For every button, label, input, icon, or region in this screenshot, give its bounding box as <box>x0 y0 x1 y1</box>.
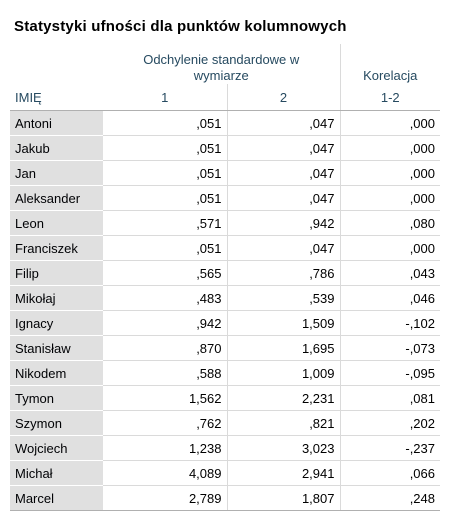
value-cell: ,046 <box>339 285 440 311</box>
row-label: Marcel <box>10 485 103 511</box>
table-row: Mikołaj ,483,539,046 <box>10 285 440 311</box>
value-cell: ,080 <box>339 210 440 236</box>
value-cell: ,762 <box>103 410 227 436</box>
value-cell: 1,562 <box>103 385 227 411</box>
value-cell: ,942 <box>226 210 340 236</box>
value-cell: ,942 <box>103 310 227 336</box>
value-cell: 4,089 <box>103 460 227 486</box>
value-cell: 1,807 <box>226 485 340 511</box>
table-row: Antoni ,051,047,000 <box>10 110 440 136</box>
value-cell: ,000 <box>339 185 440 211</box>
row-label: Stanisław <box>10 335 103 361</box>
value-cell: ,047 <box>226 160 340 186</box>
value-cell: ,786 <box>226 260 340 286</box>
table-row: Stanisław ,870 1,695 -,073 <box>10 335 440 361</box>
table-row: Tymon 1,562 2,231,081 <box>10 385 440 411</box>
row-label: Wojciech <box>10 435 103 461</box>
row-label: Jan <box>10 160 103 186</box>
table-row: Nikodem ,588 1,009 -,095 <box>10 360 440 386</box>
table-row: Michał 4,089 2,941,066 <box>10 460 440 486</box>
row-label: Aleksander <box>10 185 103 211</box>
value-cell: 1,009 <box>226 360 340 386</box>
value-cell: ,066 <box>339 460 440 486</box>
value-cell: ,202 <box>339 410 440 436</box>
value-cell: ,483 <box>103 285 227 311</box>
table-row: Aleksander ,051,047,000 <box>10 185 440 211</box>
value-cell: ,051 <box>103 185 227 211</box>
table-row: Filip ,565,786,043 <box>10 260 440 286</box>
row-label: Ignacy <box>10 310 103 336</box>
row-label: Mikołaj <box>10 285 103 311</box>
group-header: Odchylenie standardowe w wymiarze <box>143 52 300 83</box>
value-cell: ,870 <box>103 335 227 361</box>
value-cell: ,047 <box>226 135 340 161</box>
value-cell: ,571 <box>103 210 227 236</box>
table-row: Jan ,051,047,000 <box>10 160 440 186</box>
table-row: Jakub ,051,047,000 <box>10 135 440 161</box>
table-body: Antoni ,051,047,000 Jakub ,051,047,000 Jan ,0… <box>10 110 440 511</box>
table-title: Statystyki ufności dla punktów kolumnowy… <box>14 18 347 35</box>
column-header: IMIĘ <box>10 84 103 111</box>
value-cell: 2,789 <box>103 485 227 511</box>
value-cell: ,565 <box>103 260 227 286</box>
value-cell: ,051 <box>103 160 227 186</box>
value-cell: 2,231 <box>226 385 340 411</box>
column-header: 1 <box>103 84 227 111</box>
row-label: Filip <box>10 260 103 286</box>
table-row: Ignacy ,942 1,509 -,102 <box>10 310 440 336</box>
value-cell: ,081 <box>339 385 440 411</box>
row-label: Leon <box>10 210 103 236</box>
row-label: Franciszek <box>10 235 103 261</box>
value-cell: 3,023 <box>226 435 340 461</box>
table-row: Leon ,571,942,080 <box>10 210 440 236</box>
value-cell: ,000 <box>339 235 440 261</box>
value-cell: ,047 <box>226 110 340 136</box>
value-cell: ,047 <box>226 235 340 261</box>
value-cell: 2,941 <box>226 460 340 486</box>
row-label: Nikodem <box>10 360 103 386</box>
value-cell: ,248 <box>339 485 440 511</box>
value-cell: ,000 <box>339 135 440 161</box>
value-cell: ,000 <box>339 160 440 186</box>
header-cell <box>10 44 103 84</box>
table-row: Franciszek ,051,047,000 <box>10 235 440 261</box>
header-row: IMIĘ 1 2 1-2 <box>10 84 440 111</box>
table-row: Szymon ,762,821,202 <box>10 410 440 436</box>
value-cell: ,051 <box>103 135 227 161</box>
header-row: Odchylenie standardowe w wymiarze Korela… <box>10 44 440 84</box>
corr-header: Korelacja <box>339 44 440 84</box>
value-cell: 1,695 <box>226 335 340 361</box>
value-cell: ,043 <box>339 260 440 286</box>
row-label: Antoni <box>10 110 103 136</box>
row-label: Michał <box>10 460 103 486</box>
value-cell: 1,509 <box>226 310 340 336</box>
value-cell: -,102 <box>339 310 440 336</box>
column-header: 2 <box>226 84 340 111</box>
row-label: Tymon <box>10 385 103 411</box>
row-label: Szymon <box>10 410 103 436</box>
value-cell: ,051 <box>103 235 227 261</box>
table-row: Marcel 2,789 1,807,248 <box>10 485 440 511</box>
value-cell: ,588 <box>103 360 227 386</box>
value-cell: -,073 <box>339 335 440 361</box>
value-cell: ,051 <box>103 110 227 136</box>
value-cell: -,095 <box>339 360 440 386</box>
table-row: Wojciech 1,238 3,023 -,237 <box>10 435 440 461</box>
value-cell: ,821 <box>226 410 340 436</box>
value-cell: ,539 <box>226 285 340 311</box>
row-label: Jakub <box>10 135 103 161</box>
value-cell: -,237 <box>339 435 440 461</box>
table: Odchylenie standardowe w wymiarze Korela… <box>10 44 440 511</box>
value-cell: ,000 <box>339 110 440 136</box>
column-header: 1-2 <box>339 84 440 111</box>
value-cell: ,047 <box>226 185 340 211</box>
value-cell: 1,238 <box>103 435 227 461</box>
